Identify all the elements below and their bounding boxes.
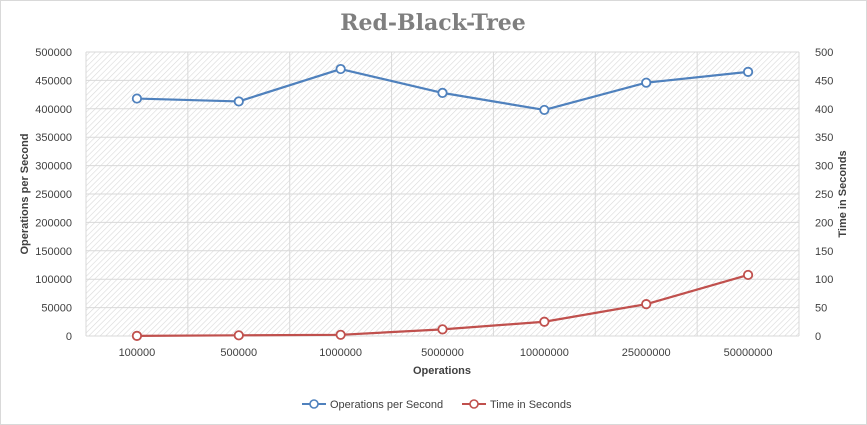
y-tick-label: 400000 [35,104,72,116]
grid-lines [85,51,800,337]
x-tick-label: 25000000 [622,347,671,359]
data-point [641,299,652,310]
data-point [437,87,448,98]
y-tick-label: 350000 [35,132,72,144]
legend: Operations per Second Time in Seconds [302,399,572,411]
series-layer [131,63,754,341]
x-tick-label: 5000000 [421,347,464,359]
data-point [437,324,448,335]
series-0 [131,63,754,116]
x-tick-label: 1000000 [319,347,362,359]
y2-tick-label: 450 [815,75,833,87]
data-point [742,66,754,77]
data-point [131,93,143,104]
y2-tick-label: 350 [815,132,833,144]
y2-tick-label: 100 [815,274,833,286]
x-axis-title: Operations [413,365,471,377]
data-point [233,96,244,107]
legend-label-time: Time in Seconds [490,399,572,411]
legend-marker-ops [309,399,319,409]
y-tick-label: 200000 [35,217,72,229]
data-point [335,63,346,75]
y2-axis-title: Time in Seconds [837,150,849,237]
data-point [539,316,550,327]
y2-tick-label: 400 [815,104,833,116]
y-tick-label: 150000 [35,246,72,258]
legend-item-time: Time in Seconds [462,399,572,411]
y2-tick-label: 250 [815,189,833,201]
y-tick-label: 450000 [35,75,72,87]
data-point [131,330,143,341]
y2-tick-label: 500 [815,47,833,59]
x-tick-label: 100000 [119,347,156,359]
legend-item-ops: Operations per Second [302,399,443,411]
y-tick-label: 50000 [41,303,72,315]
y2-tick-label: 0 [815,331,821,343]
x-tick-label: 500000 [220,347,257,359]
data-point [335,329,346,340]
right-axis: 0 50 100 150 200 250 300 350 400 450 500 [815,47,833,343]
chart-title: Red-Black-Tree [340,10,526,36]
data-point [641,77,652,88]
x-tick-label: 50000000 [724,347,773,359]
legend-label-ops: Operations per Second [330,399,443,411]
data-point [742,269,754,281]
data-point [233,330,244,341]
y-tick-label: 0 [66,331,72,343]
y2-tick-label: 300 [815,161,833,173]
y2-tick-label: 50 [815,303,827,315]
y2-tick-label: 150 [815,246,833,258]
y-tick-label: 500000 [35,47,72,59]
y-tick-label: 100000 [35,274,72,286]
y2-tick-label: 200 [815,217,833,229]
data-point [539,104,550,116]
legend-marker-time [469,399,479,409]
y-tick-label: 300000 [35,161,72,173]
x-tick-label: 10000000 [520,347,569,359]
series-1 [131,269,754,341]
y-axis-title: Operations per Second [19,133,31,254]
x-axis: 100000 500000 1000000 5000000 10000000 250000… [119,347,773,359]
y-tick-label: 250000 [35,189,72,201]
left-axis: 0 50000 100000 150000 200000 250000 300000 3500… [35,47,72,343]
